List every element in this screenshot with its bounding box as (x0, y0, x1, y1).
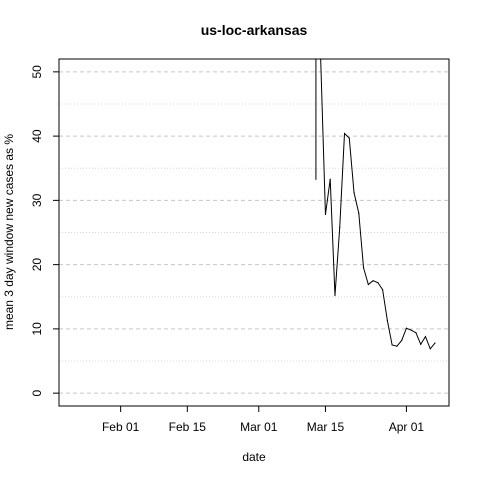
data-point-0-0 (315, 178, 317, 180)
y-tick-label-1: 10 (30, 322, 44, 336)
y-tick-label-5: 50 (30, 65, 44, 79)
data-point-0-14 (377, 282, 379, 284)
data-point-0-11 (362, 267, 365, 269)
data-point-0-19 (401, 339, 403, 342)
data-point-0-3 (324, 213, 327, 216)
data-point-0-5 (334, 294, 336, 297)
data-point-0-10 (358, 212, 360, 214)
data-point-0-25 (429, 348, 431, 350)
y-axis-label: mean 3 day window new cases as % (2, 134, 16, 330)
data-point-0-13 (372, 280, 374, 282)
data-point-0-8 (348, 137, 350, 139)
x-tick-label-4: Apr 01 (389, 420, 425, 434)
x-tick-label-0: Feb 01 (102, 420, 140, 434)
data-point-0-18 (396, 345, 398, 347)
plot-frame (58, 58, 450, 407)
x-tick-label-2: Mar 01 (240, 420, 278, 434)
x-tick-label-3: Mar 15 (307, 420, 345, 434)
y-tick-label-4: 40 (30, 129, 44, 143)
chart-title: us-loc-arkansas (201, 22, 308, 38)
data-point-0-22 (415, 332, 417, 334)
x-axis-label: date (242, 450, 266, 464)
data-point-0-12 (367, 283, 369, 286)
data-point-0-26 (434, 342, 436, 344)
x-tick-label-1: Feb 15 (169, 420, 207, 434)
data-point-0-4 (329, 178, 331, 180)
data-point-0-16 (386, 319, 388, 322)
data-point-0-20 (405, 327, 408, 329)
data-point-0-21 (410, 329, 412, 331)
y-tick-label-2: 20 (30, 258, 44, 272)
data-point-0-9 (353, 192, 355, 194)
data-point-0-15 (382, 289, 384, 291)
data-point-0-23 (420, 343, 422, 345)
data-point-0-24 (424, 336, 427, 338)
y-tick-label-3: 30 (30, 193, 44, 207)
y-tick-label-0: 0 (30, 389, 44, 396)
data-point-0-7 (343, 132, 346, 135)
axes-layer: Feb 01 Feb 15 Mar 01 Mar 15 Apr 01 0 10 20 30 40 5… (30, 65, 424, 434)
data-point-0-6 (339, 226, 341, 228)
data-point-0-17 (391, 344, 393, 346)
